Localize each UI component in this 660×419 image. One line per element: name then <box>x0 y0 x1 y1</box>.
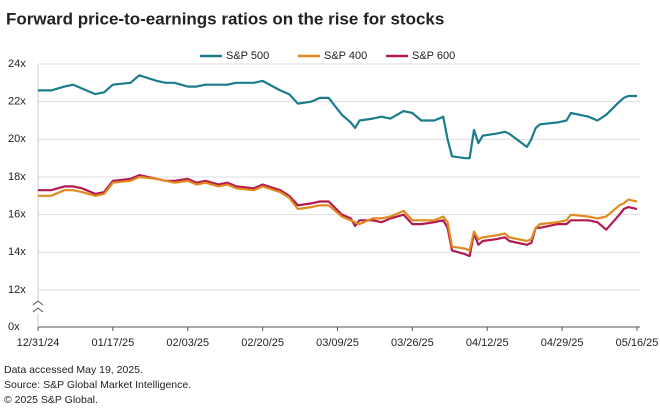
x-tick-label: 02/20/25 <box>241 337 284 349</box>
y-tick-label: 0x <box>8 321 20 333</box>
x-tick-label: 03/09/25 <box>316 337 359 349</box>
x-tick-label: 04/12/25 <box>466 337 509 349</box>
y-tick-label: 20x <box>8 133 26 145</box>
series-line <box>38 74 637 160</box>
y-tick-label: 14x <box>8 246 26 258</box>
footnote: Data accessed May 19, 2025. <box>4 364 143 376</box>
x-tick-label: 01/17/25 <box>91 337 134 349</box>
footnote: Source: S&P Global Market Intelligence. <box>4 379 191 391</box>
x-tick-label: 02/03/25 <box>166 337 209 349</box>
series-line <box>38 174 638 258</box>
y-tick-label: 12x <box>8 284 26 296</box>
y-tick-label: 18x <box>8 171 26 183</box>
legend-label: S&P 500 <box>226 50 269 62</box>
y-tick-label: 24x <box>8 58 26 70</box>
y-tick-label: 22x <box>8 96 26 108</box>
footnote: © 2025 S&P Global. <box>4 394 98 406</box>
x-tick-label: 03/26/25 <box>391 337 434 349</box>
legend-label: S&P 600 <box>412 50 455 62</box>
chart-title: Forward price-to-earnings ratios on the … <box>6 9 444 28</box>
axis-break <box>32 300 44 313</box>
y-tick-label: 16x <box>8 209 26 221</box>
x-tick-label: 05/16/25 <box>616 337 659 349</box>
legend-label: S&P 400 <box>324 50 367 62</box>
x-tick-label: 04/29/25 <box>541 337 584 349</box>
series-line <box>38 175 638 252</box>
x-tick-label: 12/31/24 <box>17 337 60 349</box>
